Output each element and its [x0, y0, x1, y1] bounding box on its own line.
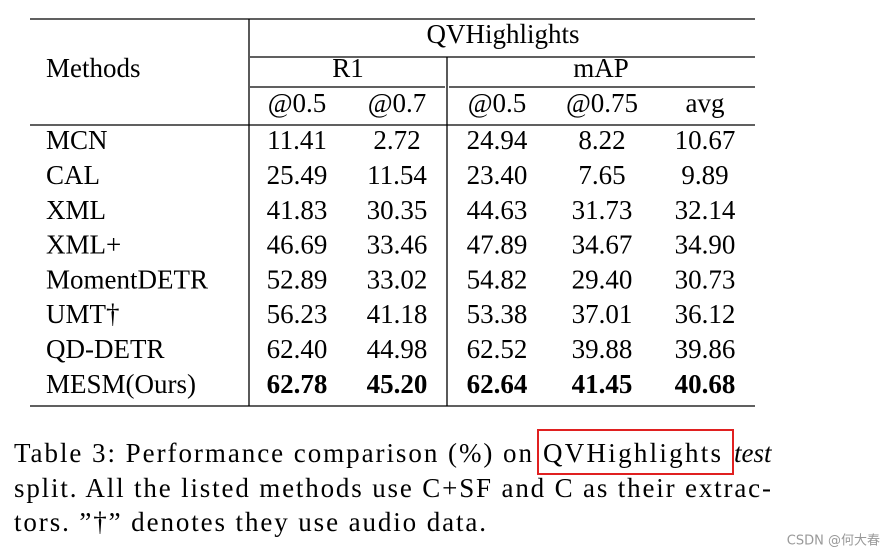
cell: 23.40: [467, 160, 528, 190]
cell: 30.35: [367, 195, 428, 225]
table-title: QVHighlights: [426, 19, 579, 49]
method-name: MESM(Ours): [46, 369, 196, 399]
cell: 44.63: [467, 195, 528, 225]
cell: 62.78: [267, 369, 328, 399]
cell: 8.22: [578, 125, 625, 155]
method-name: CAL: [46, 160, 100, 190]
sub-header: @0.7: [368, 88, 427, 118]
cell: 62.52: [467, 334, 528, 364]
cell: 52.89: [267, 264, 328, 294]
cell: 30.73: [675, 264, 736, 294]
caption-highlight: QVHighlights: [543, 438, 721, 468]
cell: 24.94: [467, 125, 528, 155]
cell: 62.40: [267, 334, 328, 364]
method-name: MomentDETR: [46, 264, 208, 294]
cell: 56.23: [267, 299, 328, 329]
cell: 62.64: [467, 369, 528, 399]
caption: split. All the listed methods use C+SF a…: [14, 473, 771, 503]
cell: 44.98: [367, 334, 428, 364]
cell: 7.65: [578, 160, 625, 190]
group-header: mAP: [573, 53, 629, 83]
cell: 34.90: [675, 230, 736, 260]
cell: 11.54: [367, 160, 427, 190]
method-name: QD-DETR: [46, 334, 164, 364]
method-name: XML: [46, 195, 106, 225]
caption: tors. ”†” denotes they use audio data.: [14, 507, 486, 537]
cell: 39.86: [675, 334, 736, 364]
cell: 39.88: [572, 334, 633, 364]
cell: 54.82: [467, 264, 528, 294]
cell: 32.14: [675, 195, 736, 225]
cell: 53.38: [467, 299, 528, 329]
watermark: CSDN @何大春: [787, 533, 880, 549]
sub-header: @0.5: [468, 88, 527, 118]
method-name: MCN: [46, 125, 108, 155]
cell: 10.67: [675, 125, 736, 155]
cell: 36.12: [675, 299, 736, 329]
cell: 46.69: [267, 230, 328, 260]
cell: 41.45: [572, 369, 633, 399]
cell: 45.20: [367, 369, 428, 399]
caption: Table 3: Performance comparison (%) on: [14, 438, 533, 468]
sub-header: avg: [686, 88, 725, 118]
highlight-box: [537, 429, 734, 475]
cell: 33.02: [367, 264, 428, 294]
cell: 33.46: [367, 230, 428, 260]
cell: 31.73: [572, 195, 633, 225]
cell: 29.40: [572, 264, 633, 294]
method-name: XML+: [46, 230, 121, 260]
sub-header: @0.75: [566, 88, 638, 118]
cell: 41.18: [367, 299, 428, 329]
cell: 25.49: [267, 160, 328, 190]
cell: 11.41: [267, 125, 327, 155]
sub-header: @0.5: [268, 88, 327, 118]
cell: 37.01: [572, 299, 633, 329]
cell: 40.68: [675, 369, 736, 399]
cell: 9.89: [681, 160, 728, 190]
cell: 34.67: [572, 230, 633, 260]
cell: 47.89: [467, 230, 528, 260]
group-header: R1: [332, 53, 364, 83]
methods-header: Methods: [46, 53, 141, 83]
caption-italic: test: [734, 438, 773, 468]
cell: 2.72: [373, 125, 420, 155]
method-name: UMT†: [46, 299, 120, 329]
cell: 41.83: [267, 195, 328, 225]
